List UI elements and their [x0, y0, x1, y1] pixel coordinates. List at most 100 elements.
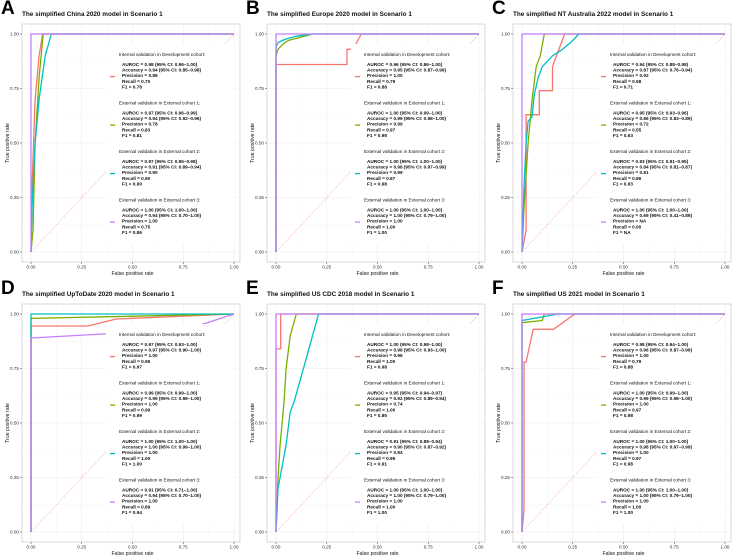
- y-tick-label: 1.00: [501, 312, 510, 317]
- y-tick-label: 1.00: [10, 312, 19, 317]
- legend-metric: Precision = 1.00: [122, 499, 158, 504]
- legend-metric: Recall = 0.79: [367, 79, 396, 84]
- x-tick-label: 0.50: [619, 265, 628, 270]
- x-tick-label: 0.50: [128, 545, 137, 550]
- x-tick-label: 0.50: [619, 545, 628, 550]
- legend-metric: F1 = 0.86: [122, 230, 142, 235]
- legend-metric: Accuracy = 1.00 (95% CI: 0.79–1.00): [613, 493, 693, 498]
- x-tick-label: 0.25: [322, 545, 331, 550]
- legend-header: Internal validation in Development cohor…: [364, 52, 450, 57]
- roc-curve-ext3: [521, 33, 725, 252]
- roc-curve-ext3: [521, 313, 725, 532]
- roc-curve-ext2: [521, 33, 725, 253]
- y-tick-label: 0.50: [255, 141, 264, 146]
- legend-metric: AUROC = 0.98 (95% CI: 0.94–1.00): [613, 342, 689, 347]
- legend-metric: Recall = 0.55: [613, 127, 642, 132]
- legend-metric: Recall = 1.00: [367, 407, 396, 412]
- roc-curve-ext2: [275, 313, 479, 533]
- legend-header: External validation in External cohort 1…: [610, 101, 691, 106]
- y-tick-label: 1.00: [255, 32, 264, 37]
- roc-curve-dev: [521, 33, 725, 253]
- legend-metric: Accuracy = 0.99 (95% CI: 0.98–1.00): [122, 396, 202, 401]
- legend-metric: Recall = 1.00: [367, 359, 396, 364]
- legend-metric: F1 = 0.63: [613, 133, 633, 138]
- panel-label: F: [492, 278, 504, 299]
- x-tick-label: 1.00: [721, 265, 730, 270]
- legend-metric: Accuracy = 0.86 (95% CI: 0.83–0.89): [613, 116, 693, 121]
- x-tick-label: 0.75: [424, 265, 433, 270]
- legend-metric: AUROC = 1.00 (95% CI: 1.00–1.00): [122, 208, 198, 213]
- legend-header: External validation in External cohort 3…: [364, 478, 445, 483]
- legend-metric: Recall = 0.70: [122, 79, 151, 84]
- legend-metric: Accuracy = 0.96 (95% CI: 0.87–0.99): [613, 348, 693, 353]
- legend-metric: AUROC = 0.97 (95% CI: 0.95–0.98): [122, 159, 198, 164]
- legend-metric: Accuracy = 0.98 (95% CI: 0.97–0.99): [367, 165, 447, 170]
- y-tick-label: 0.75: [501, 366, 510, 371]
- y-tick-label: 0.50: [10, 141, 19, 146]
- legend: Internal validation in Development cohor…: [351, 44, 479, 244]
- legend-metric: F1 = 0.99: [122, 413, 142, 418]
- y-axis-label: True positive rate: [5, 403, 11, 443]
- roc-panel-a: 0.00 0.00 0.25 0.25 0.50 0.50 0.75 0.75 1.00 1.00…: [0, 0, 246, 280]
- legend-metric: F1 = 0.91: [367, 461, 387, 466]
- x-tick-label: 0.25: [77, 545, 86, 550]
- legend-metric: Accuracy = 0.94 (95% CI: 0.92–0.96): [122, 116, 202, 121]
- legend-metric: F1 = NA: [613, 230, 631, 235]
- y-tick-label: 0.75: [10, 86, 19, 91]
- legend-metric: Recall = 0.99: [367, 456, 396, 461]
- legend-header: External validation in External cohort 3…: [610, 198, 691, 203]
- legend-metric: Recall = 0.97: [613, 407, 642, 412]
- legend-header: External validation in External cohort 3…: [364, 198, 445, 203]
- legend-metric: AUROC = 0.95 (95% CI: 0.93–0.96): [613, 111, 689, 116]
- y-tick-label: 0.50: [10, 421, 19, 426]
- panel-label: D: [1, 278, 15, 299]
- y-tick-label: 0.50: [501, 141, 510, 146]
- legend-metric: AUROC = 0.98 (95% CI: 0.96–1.00): [122, 62, 198, 67]
- y-tick-label: 0.25: [10, 195, 19, 200]
- y-axis-label: True positive rate: [250, 123, 256, 163]
- legend-metric: Recall = 0.86: [613, 176, 642, 181]
- y-tick-label: 0.00: [10, 530, 19, 535]
- legend: Internal validation in Development cohor…: [106, 324, 234, 524]
- legend-background: [597, 324, 725, 524]
- x-axis-label: False positive rate: [111, 271, 153, 277]
- legend-metric: AUROC = 1.00 (95% CI: 0.98–1.00): [367, 342, 443, 347]
- legend-metric: Accuracy = 0.69 (95% CI: 0.41–0.89): [613, 213, 693, 218]
- legend-metric: Precision = 1.00: [122, 219, 158, 224]
- panel-label: A: [1, 0, 15, 19]
- legend-metric: Precision = 0.92: [613, 73, 649, 78]
- panel-label: C: [492, 0, 506, 19]
- legend-metric: AUROC = 0.91 (95% CI: 0.88–0.94): [367, 439, 443, 444]
- y-tick-label: 0.50: [501, 421, 510, 426]
- legend: Internal validation in Development cohor…: [597, 44, 725, 244]
- x-tick-label: 1.00: [230, 265, 239, 270]
- legend-metric: F1 = 0.81: [122, 133, 142, 138]
- legend-metric: Recall = 1.00: [613, 504, 642, 509]
- x-tick-label: 0.75: [670, 545, 679, 550]
- legend-metric: AUROC = 1.00 (95% CI: 0.99–1.00): [367, 111, 443, 116]
- legend-metric: AUROC = 1.00 (95% CI: 1.00–1.00): [613, 439, 689, 444]
- legend-metric: Recall = 0.97: [613, 456, 642, 461]
- legend-metric: Accuracy = 0.99 (95% CI: 0.98–1.00): [367, 116, 447, 121]
- legend-metric: Precision = 0.74: [367, 402, 403, 407]
- x-axis-label: False positive rate: [356, 551, 398, 557]
- legend-metric: F1 = 1.00: [122, 461, 142, 466]
- legend-metric: Recall = 0.89: [122, 504, 151, 509]
- x-tick-label: 0.00: [518, 545, 527, 550]
- legend-metric: AUROC = 0.97 (95% CI: 0.93–1.00): [122, 342, 198, 347]
- legend-metric: Precision = 0.72: [613, 122, 649, 127]
- y-axis-label: True positive rate: [496, 403, 502, 443]
- x-tick-label: 1.00: [230, 545, 239, 550]
- legend-header: Internal validation in Development cohor…: [364, 332, 450, 337]
- legend-metric: Recall = 0.97: [367, 176, 396, 181]
- panel-title: The simplified China 2020 model in Scena…: [22, 11, 163, 18]
- legend-header: External validation in External cohort 2…: [610, 149, 691, 154]
- legend-metric: F1 = 0.71: [613, 84, 633, 89]
- legend-metric: Accuracy = 0.87 (95% CI: 0.76–0.94): [613, 68, 693, 73]
- legend-metric: Precision = 1.00: [122, 402, 158, 407]
- legend-metric: F1 = 0.88: [613, 364, 633, 369]
- legend-background: [597, 44, 725, 244]
- x-tick-label: 0.50: [373, 265, 382, 270]
- legend-metric: Recall = 0.75: [122, 224, 151, 229]
- panel-title: The simplified UpToDate 2020 model in Sc…: [22, 291, 175, 298]
